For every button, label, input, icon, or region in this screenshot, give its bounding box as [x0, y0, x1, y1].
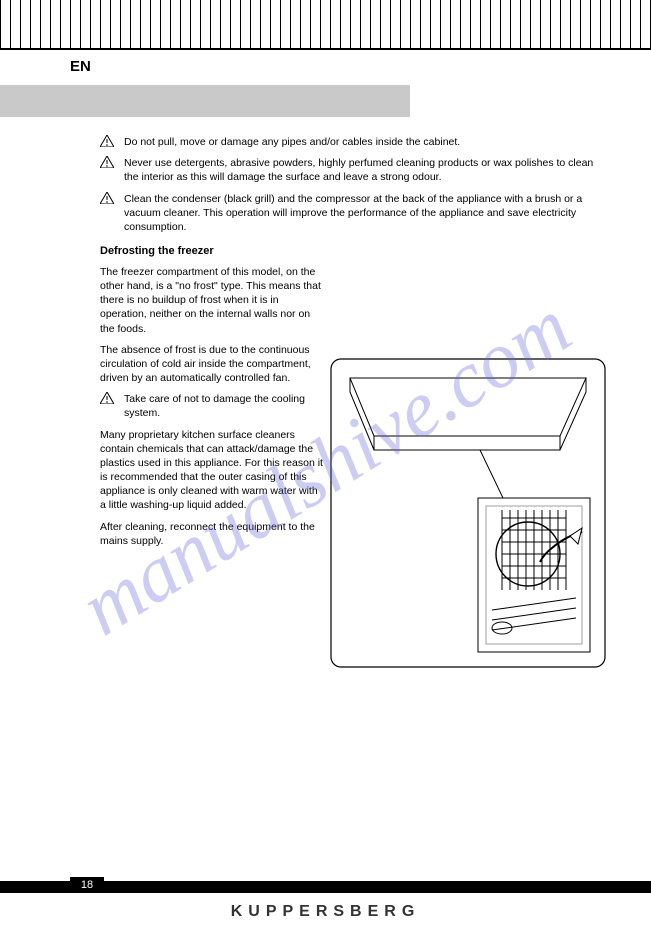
page-number: 18 — [70, 877, 104, 893]
brand-name: KUPPERSBERG — [0, 903, 651, 921]
warning-icon — [100, 192, 114, 204]
condenser-illustration — [330, 358, 606, 668]
warning-text-2: Never use detergents, abrasive powders, … — [124, 157, 593, 183]
defrost-para-2: The absence of frost is due to the conti… — [100, 343, 325, 386]
grey-title-bar — [0, 85, 410, 117]
language-code: EN — [70, 58, 91, 75]
section-heading-defrost: Defrosting the freezer — [100, 244, 600, 259]
warning-icon — [100, 156, 114, 168]
warning-text-1: Do not pull, move or damage any pipes an… — [124, 136, 460, 148]
warning-text-3: Clean the condenser (black grill) and th… — [124, 193, 582, 233]
defrost-final: After cleaning, reconnect the equipment … — [100, 520, 325, 548]
warning-icon — [100, 392, 114, 404]
defrost-para-1: The freezer compartment of this model, o… — [100, 265, 325, 336]
warning-icon — [100, 135, 114, 147]
defrost-warning: Take care of not to damage the cooling s… — [124, 393, 305, 419]
defrost-tip: Many proprietary kitchen surface cleaner… — [100, 428, 325, 513]
header-hatch — [0, 0, 651, 50]
